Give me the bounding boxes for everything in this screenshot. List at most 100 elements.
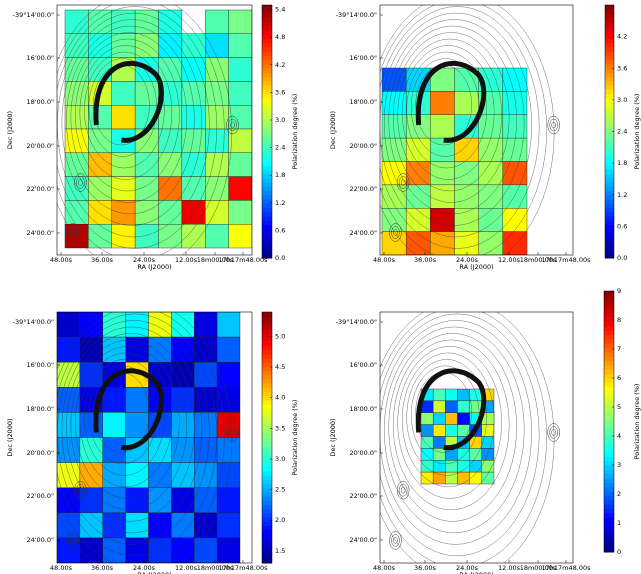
colorbar-tick-label: 0.6 <box>275 226 285 234</box>
colorbar-segment <box>262 191 272 196</box>
cell <box>149 337 172 362</box>
cell <box>205 10 228 34</box>
colorbar-segment <box>262 375 272 380</box>
colorbar-segment <box>605 26 614 31</box>
colorbar-segment <box>604 382 614 387</box>
cell <box>455 91 479 114</box>
colorbar-segment <box>262 325 272 330</box>
colorbar-segment <box>262 354 272 359</box>
cell <box>57 438 80 463</box>
colorbar-segment <box>262 517 272 522</box>
colorbar-segment <box>262 68 272 73</box>
cell <box>103 412 126 437</box>
y-axis-label: Dec (J2000) <box>6 418 14 456</box>
colorbar-segment <box>262 245 272 250</box>
colorbar-tick-label: 1.5 <box>275 547 285 555</box>
colorbar-segment <box>262 136 272 141</box>
colorbar-segment <box>262 425 272 430</box>
cell <box>57 312 80 337</box>
cell <box>88 129 111 153</box>
colorbar-segment <box>604 413 614 418</box>
colorbar-segment <box>262 224 272 229</box>
cell <box>406 208 430 231</box>
cell <box>430 208 454 231</box>
colorbar-segment <box>605 140 614 145</box>
cell <box>103 312 126 337</box>
colorbar-segment <box>604 517 614 522</box>
colorbar-segment <box>605 102 614 107</box>
cell <box>112 177 135 201</box>
x-tick-label: 12.00s <box>498 564 521 572</box>
colorbar-segment <box>262 530 272 535</box>
colorbar-segment <box>262 471 272 476</box>
colorbar-tick-label: 1.2 <box>617 191 627 199</box>
cell <box>382 208 406 231</box>
cell <box>65 105 88 129</box>
colorbar-segment <box>262 454 272 459</box>
cell <box>433 413 445 425</box>
y-tick-label: -39°14'00.0" <box>13 11 54 19</box>
x-tick-label: 48.00s <box>50 564 73 572</box>
colorbar-tick-label: 3.0 <box>275 116 285 124</box>
cell <box>159 129 182 153</box>
colorbar-segment <box>262 207 272 212</box>
colorbar-segment <box>605 39 614 44</box>
colorbar-tick-label: 2.0 <box>275 516 285 524</box>
y-tick-label: 16'00.0" <box>349 361 377 369</box>
cell <box>229 105 252 129</box>
colorbar-segment <box>262 39 272 44</box>
colorbar-segment <box>605 157 614 162</box>
colorbar-tick-label: 4.5 <box>275 363 285 371</box>
colorbar-segment <box>604 530 614 535</box>
y-tick-label: 16'00.0" <box>26 54 54 62</box>
plot-area <box>366 301 573 574</box>
x-tick-label: 48.00s <box>373 256 396 264</box>
cell <box>217 538 240 563</box>
colorbar-tick-label: 2 <box>617 490 621 498</box>
cell <box>65 224 88 248</box>
x-tick-label: 36.00s <box>414 256 437 264</box>
cell <box>88 105 111 129</box>
colorbar-segment <box>262 525 272 530</box>
cell <box>458 389 470 401</box>
colorbar-segment <box>604 343 614 348</box>
cell <box>458 401 470 413</box>
colorbar-segment <box>262 320 272 325</box>
colorbar-segment <box>605 136 614 141</box>
cell <box>205 153 228 177</box>
y-axis-label: Dec (J2000) <box>329 111 337 149</box>
colorbar-tick-label: 3.0 <box>275 455 285 463</box>
colorbar-segment <box>262 400 272 405</box>
colorbar-segment <box>262 479 272 484</box>
colorbar-segment <box>262 408 272 413</box>
cell <box>503 115 527 138</box>
cell <box>503 208 527 231</box>
colorbar-segment <box>262 81 272 86</box>
colorbar-segment <box>604 356 614 361</box>
colorbar-segment <box>262 140 272 145</box>
colorbar-tick-label: 5 <box>617 403 621 411</box>
cell <box>194 412 217 437</box>
cell <box>126 538 149 563</box>
colorbar-segment <box>262 350 272 355</box>
cell <box>503 162 527 185</box>
cell <box>112 81 135 105</box>
colorbar-segment <box>262 47 272 52</box>
colorbar-segment <box>605 60 614 65</box>
cell <box>229 224 252 248</box>
x-tick-label: 12.00s <box>175 256 198 264</box>
x-tick-label: 36.00s <box>414 564 437 572</box>
colorbar-segment <box>605 186 614 191</box>
colorbar-segment <box>605 68 614 73</box>
figure: 48.00s36.00s24.00s12.00s18m00.00s17h17m4… <box>0 0 641 574</box>
cell <box>205 224 228 248</box>
colorbar-segment <box>262 542 272 547</box>
colorbar-segment <box>262 329 272 334</box>
colorbar-segment <box>604 539 614 544</box>
colorbar-tick-label: 4.8 <box>275 33 285 41</box>
colorbar-tick-label: 0 <box>617 548 621 556</box>
colorbar-segment <box>262 115 272 120</box>
cell <box>171 362 194 387</box>
colorbar-segment <box>604 361 614 366</box>
colorbar-tick-label: 3.6 <box>617 64 627 72</box>
